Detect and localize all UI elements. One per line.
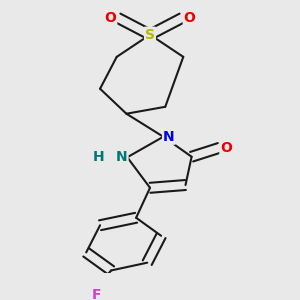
Text: O: O — [104, 11, 116, 25]
Text: O: O — [184, 11, 196, 25]
Text: N: N — [116, 150, 127, 164]
Text: N: N — [163, 130, 175, 144]
Text: O: O — [220, 141, 232, 155]
Text: H: H — [93, 150, 104, 164]
Text: S: S — [145, 28, 155, 42]
Text: F: F — [92, 288, 101, 300]
